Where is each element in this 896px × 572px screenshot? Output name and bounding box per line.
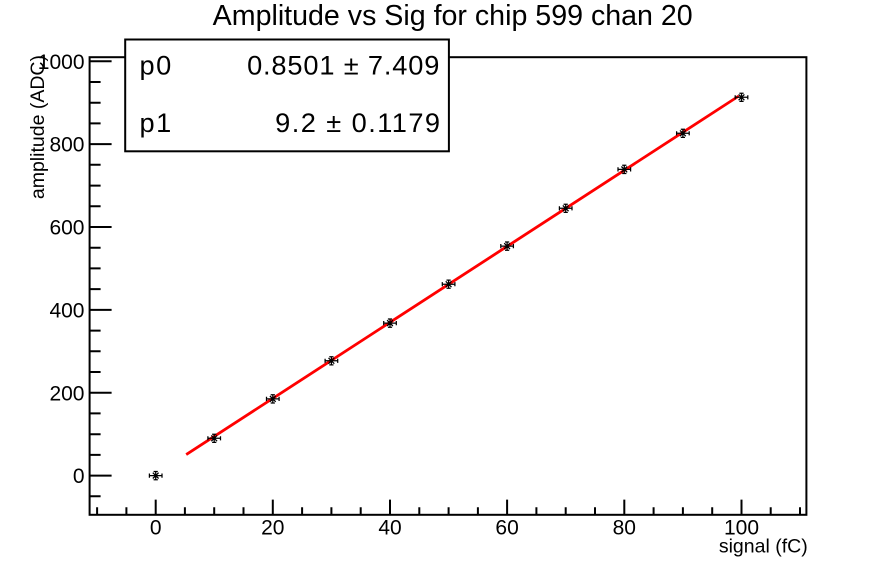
svg-text:0: 0	[150, 516, 162, 539]
svg-text:0: 0	[73, 465, 85, 488]
svg-text:20: 20	[261, 516, 284, 539]
svg-text:amplitude (ADC): amplitude (ADC)	[27, 55, 49, 199]
svg-text:0.8501 ± 7.409: 0.8501 ± 7.409	[247, 49, 440, 80]
svg-text:p1: p1	[140, 107, 173, 138]
svg-text:40: 40	[378, 516, 401, 539]
svg-text:400: 400	[49, 300, 84, 323]
svg-text:200: 200	[49, 382, 84, 405]
svg-text:80: 80	[613, 516, 636, 539]
svg-text:p0: p0	[140, 49, 173, 80]
svg-text:600: 600	[49, 217, 84, 240]
svg-text:1000: 1000	[38, 51, 85, 74]
svg-text:9.2 ± 0.1179: 9.2 ± 0.1179	[275, 107, 441, 138]
svg-text:60: 60	[495, 516, 518, 539]
svg-text:100: 100	[724, 516, 759, 539]
svg-text:Amplitude vs Sig for chip 599: Amplitude vs Sig for chip 599 chan 20	[213, 0, 693, 32]
svg-text:signal (fC): signal (fC)	[719, 535, 808, 557]
svg-text:800: 800	[49, 134, 84, 157]
